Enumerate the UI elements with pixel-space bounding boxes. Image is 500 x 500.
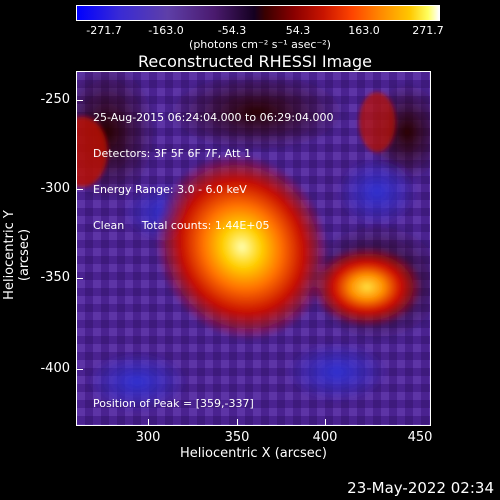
y-tick-label: -300 xyxy=(40,181,70,196)
x-tick-label: 450 xyxy=(407,430,433,445)
clean-total-counts: Clean Total counts: 1.44E+05 xyxy=(93,219,270,232)
plot-title: Reconstructed RHESSI Image xyxy=(138,52,372,71)
x-tick-label: 300 xyxy=(135,430,161,445)
x-tick xyxy=(325,419,326,425)
x-axis-label: Heliocentric X (arcsec) xyxy=(180,446,327,461)
colorbar-tick-label: -271.7 xyxy=(86,24,122,37)
energy-range: Energy Range: 3.0 - 6.0 keV xyxy=(93,183,247,196)
observation-time: 25-Aug-2015 06:24:04.000 to 06:29:04.000 xyxy=(93,111,334,124)
observation-info: 25-Aug-2015 06:24:04.000 to 06:29:04.000… xyxy=(93,88,334,256)
rhessi-image xyxy=(77,72,430,425)
x-tick xyxy=(237,419,238,425)
colorbar-tick-label: 271.7 xyxy=(412,24,444,37)
colorbar-tick-label: -54.3 xyxy=(217,24,247,37)
colorbar xyxy=(76,5,440,21)
y-tick xyxy=(77,369,83,370)
colorbar-tick-label: 54.3 xyxy=(285,24,311,37)
y-tick-label: -350 xyxy=(40,270,70,285)
rhessi-image-plot: 25-Aug-2015 06:24:04.000 to 06:29:04.000… xyxy=(76,71,431,426)
detectors-info: Detectors: 3F 5F 6F 7F, Att 1 xyxy=(93,147,252,160)
y-tick-label: -400 xyxy=(40,361,70,376)
y-tick-label: -250 xyxy=(40,92,70,107)
generated-timestamp: 23-May-2022 02:34 xyxy=(347,479,494,497)
x-tick xyxy=(148,419,149,425)
y-axis-label: Heliocentric Y (arcsec) xyxy=(2,210,32,300)
colorbar-units: (photons cm⁻² s⁻¹ asec⁻²) xyxy=(189,38,331,51)
x-tick-label: 400 xyxy=(312,430,338,445)
x-tick-label: 350 xyxy=(224,430,250,445)
colorbar-tick-label: 163.0 xyxy=(348,24,380,37)
y-tick xyxy=(77,100,83,101)
peak-position: Position of Peak = [359,-337] xyxy=(93,397,254,410)
y-tick xyxy=(77,278,83,279)
colorbar-tick-label: -163.0 xyxy=(148,24,184,37)
y-tick xyxy=(77,189,83,190)
